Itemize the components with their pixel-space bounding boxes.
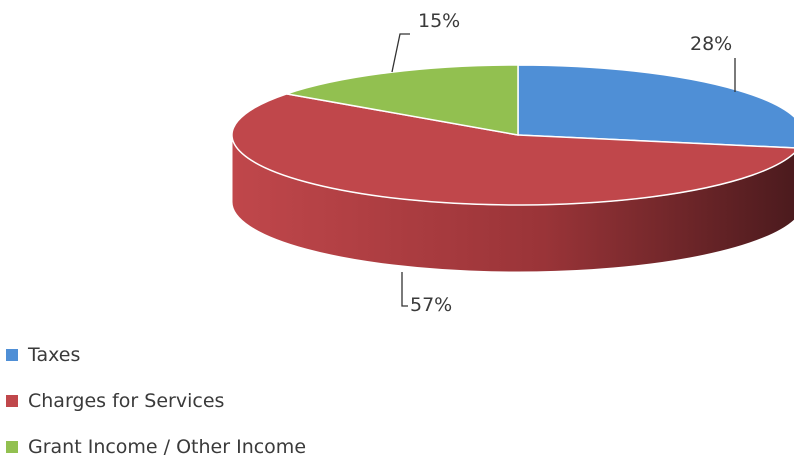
legend-label-charges-for-services: Charges for Services — [28, 390, 225, 412]
legend: Taxes Charges for Services Grant Income … — [6, 344, 306, 458]
legend-swatch-taxes — [6, 349, 18, 361]
legend-label-taxes: Taxes — [28, 344, 81, 366]
legend-swatch-grant-income — [6, 441, 18, 453]
data-label-grant-income: 15% — [418, 10, 460, 32]
data-label-taxes: 28% — [690, 33, 732, 55]
legend-label-grant-income: Grant Income / Other Income — [28, 436, 307, 458]
legend-swatch-charges-for-services — [6, 395, 18, 407]
legend-item-charges-for-services[interactable]: Charges for Services — [6, 390, 306, 412]
leader-line-grant-income — [391, 33, 410, 73]
pie-slice-grant-income[interactable] — [286, 64, 519, 136]
leader-line-charges-for-services — [401, 272, 408, 307]
legend-item-taxes[interactable]: Taxes — [6, 344, 306, 366]
data-label-charges-for-services: 57% — [410, 294, 452, 316]
legend-item-grant-income[interactable]: Grant Income / Other Income — [6, 436, 306, 458]
pie-slice-taxes[interactable] — [517, 64, 794, 149]
pie-slice-charges-for-services[interactable] — [231, 93, 794, 206]
